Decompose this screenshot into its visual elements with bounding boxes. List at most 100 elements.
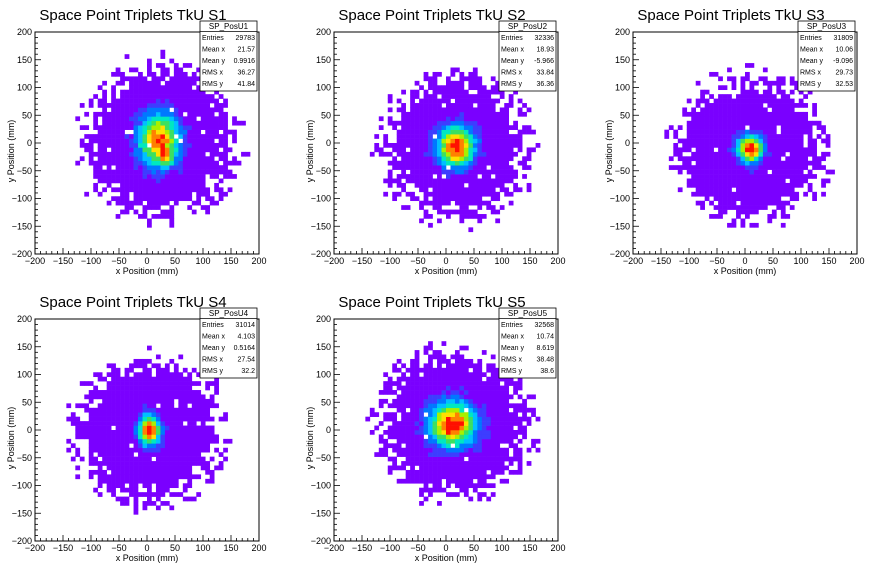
heatmap-bin	[155, 178, 161, 184]
heatmap-bin	[437, 116, 442, 122]
heatmap-bin	[405, 403, 411, 409]
heatmap-bin	[486, 496, 492, 502]
heatmap-bin	[727, 94, 732, 99]
heatmap-bin	[414, 434, 420, 440]
heatmap-bin	[147, 178, 152, 184]
heatmap-bin	[79, 430, 85, 435]
heatmap-bin	[522, 129, 527, 135]
heatmap-bin	[106, 398, 112, 404]
heatmap-bin	[151, 80, 157, 86]
heatmap-bin	[762, 205, 768, 210]
heatmap-bin	[749, 156, 755, 162]
heatmap-bin	[147, 182, 152, 188]
stats-box-title: SP_PosU5	[508, 309, 548, 318]
heatmap-bin	[120, 416, 125, 422]
heatmap-bin	[785, 103, 791, 108]
heatmap-bin	[486, 151, 492, 157]
heatmap-bin	[517, 394, 523, 400]
heatmap-bin	[173, 80, 179, 86]
heatmap-bin	[88, 443, 94, 449]
heatmap-bin	[133, 465, 139, 471]
heatmap-bin	[432, 398, 438, 404]
heatmap-bin	[731, 160, 737, 166]
heatmap-bin	[155, 169, 161, 175]
heatmap-bin	[816, 160, 822, 166]
heatmap-bin	[454, 129, 460, 135]
heatmap-bin	[392, 456, 398, 462]
heatmap-bin	[419, 218, 424, 224]
heatmap-bin	[205, 94, 211, 99]
heatmap-bin	[93, 169, 99, 175]
heatmap-bin	[753, 187, 759, 193]
heatmap-bin	[771, 107, 777, 113]
heatmap-bin	[780, 107, 786, 113]
heatmap-bin	[713, 98, 719, 104]
heatmap-bin	[441, 156, 447, 162]
heatmap-bin	[142, 138, 148, 144]
heatmap-bin	[749, 222, 755, 228]
heatmap-bin	[486, 434, 492, 440]
heatmap-bin	[745, 138, 750, 144]
heatmap-bin	[111, 89, 116, 95]
heatmap-bin	[151, 120, 157, 126]
heatmap-bin	[673, 134, 679, 139]
heatmap-bin	[441, 416, 447, 422]
heatmap-bin	[115, 107, 121, 113]
heatmap-bin	[762, 129, 768, 135]
heatmap-bin	[124, 469, 130, 475]
heatmap-bin	[695, 98, 701, 104]
heatmap-bin	[401, 134, 406, 139]
heatmap-bin	[191, 151, 197, 157]
heatmap-bin	[472, 434, 478, 440]
heatmap-bin	[695, 151, 701, 157]
heatmap-bin	[142, 76, 148, 82]
heatmap-bin	[214, 403, 219, 409]
heatmap-bin	[102, 425, 107, 431]
heatmap-bin	[472, 182, 478, 188]
heatmap-bin	[160, 165, 166, 170]
heatmap-bin	[93, 407, 99, 413]
heatmap-bin	[196, 412, 202, 417]
heatmap-bin	[124, 178, 130, 184]
heatmap-bin	[468, 461, 474, 466]
heatmap-bin	[472, 469, 478, 475]
heatmap-bin	[147, 372, 152, 378]
heatmap-bin	[151, 187, 157, 193]
heatmap-bin	[178, 434, 184, 440]
heatmap-bin	[673, 143, 679, 148]
heatmap-bin	[691, 107, 697, 113]
heatmap-bin	[499, 438, 505, 444]
heatmap-bin	[106, 465, 112, 471]
heatmap-bin	[798, 160, 804, 166]
heatmap-bin	[753, 200, 759, 206]
heatmap-bin	[124, 443, 130, 449]
heatmap-bin	[138, 492, 143, 497]
heatmap-bin	[401, 390, 406, 395]
heatmap-bin	[677, 187, 683, 193]
heatmap-bin	[749, 107, 755, 113]
heatmap-bin	[535, 447, 541, 453]
heatmap-bin	[441, 196, 447, 202]
heatmap-bin	[423, 178, 429, 184]
heatmap-bin	[704, 165, 710, 170]
heatmap-bin	[142, 85, 148, 91]
heatmap-bin	[106, 443, 112, 449]
heatmap-bin	[722, 169, 728, 175]
heatmap-bin	[155, 438, 161, 444]
heatmap-bin	[147, 381, 152, 386]
heatmap-bin	[106, 407, 112, 413]
heatmap-bin	[749, 187, 755, 193]
heatmap-bin	[468, 496, 474, 502]
heatmap-bin	[745, 205, 750, 210]
heatmap-bin	[405, 191, 411, 197]
heatmap-bin	[164, 214, 170, 219]
heatmap-bin	[776, 156, 782, 162]
heatmap-bin	[70, 443, 76, 449]
x-axis-label: x Position (mm)	[116, 266, 179, 276]
heatmap-bin	[767, 218, 773, 224]
heatmap-bin	[686, 120, 692, 126]
heatmap-bin	[124, 94, 130, 99]
heatmap-bin	[477, 200, 483, 206]
heatmap-bin	[378, 452, 384, 457]
heatmap-bin	[155, 214, 161, 219]
